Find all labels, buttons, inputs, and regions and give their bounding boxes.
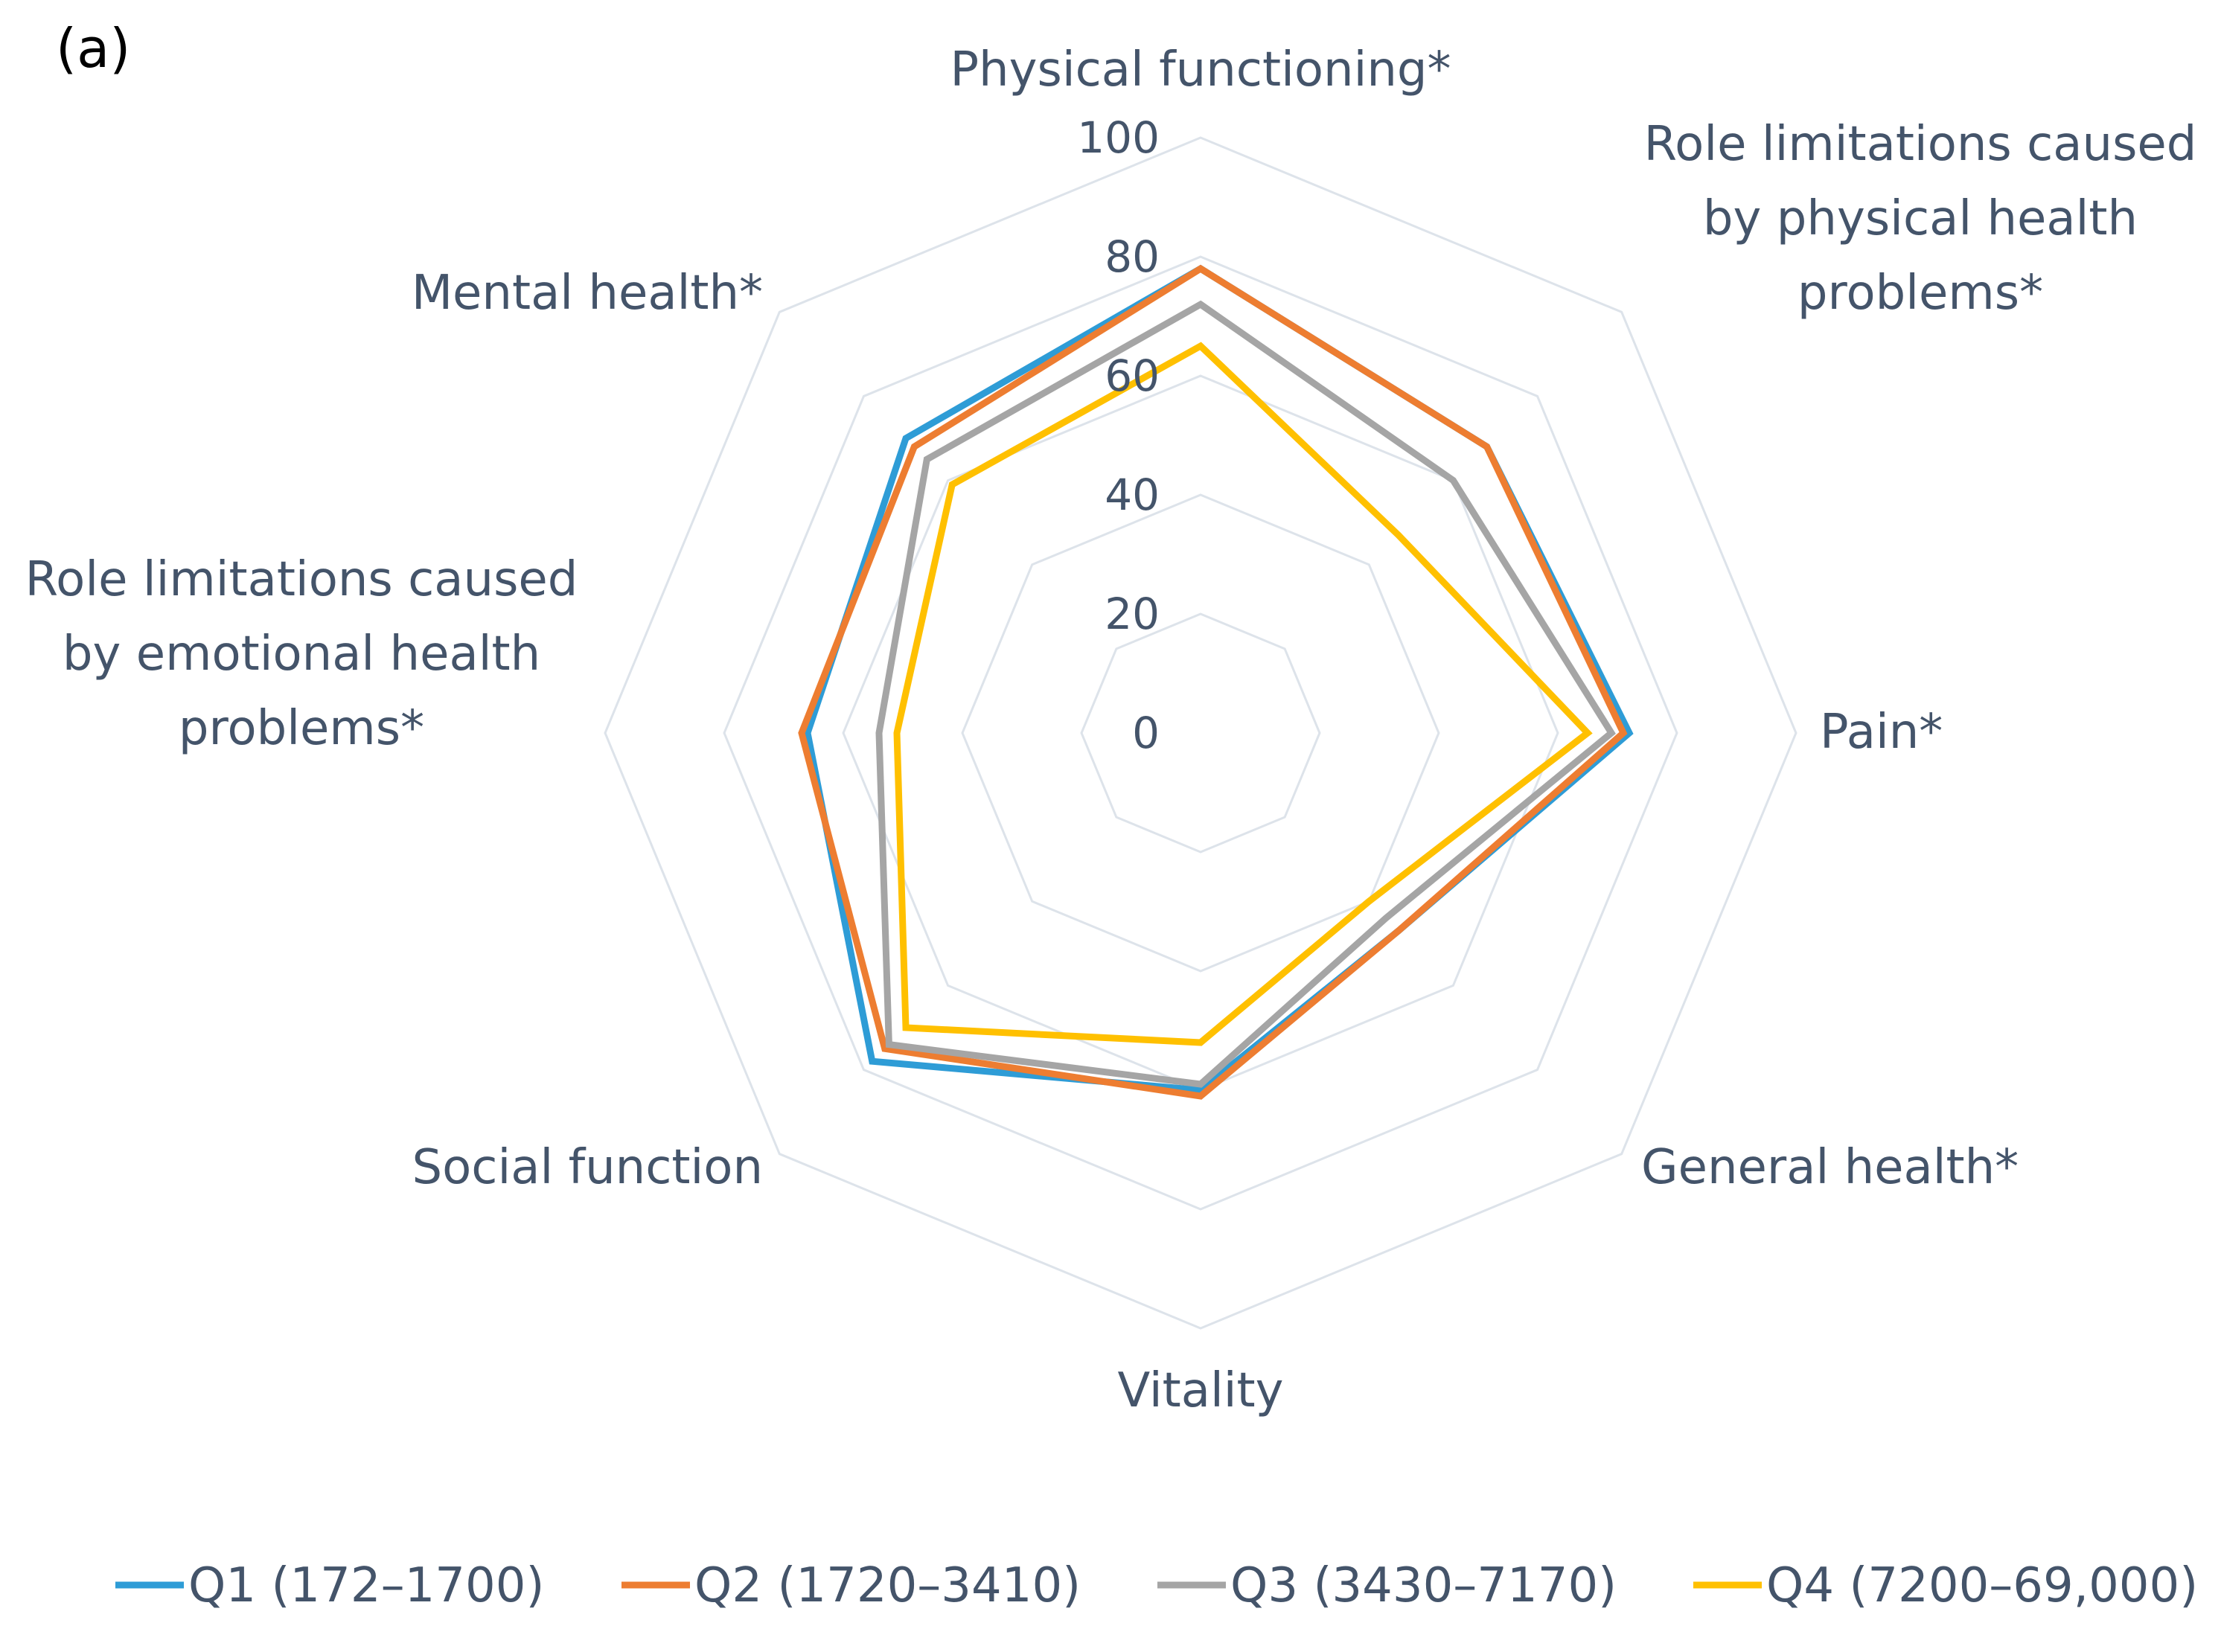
legend-label-q2: Q2 (1720–3410) — [694, 1558, 1081, 1613]
axis-label-7-line-2: by emotional health — [63, 627, 540, 682]
series-line-q3 — [875, 300, 1616, 1088]
axis-labels: Physical functioning* Role limitations ca… — [25, 42, 2197, 1418]
tick-label-100: 100 — [1077, 112, 1160, 163]
axis-label-2: Role limitations caused by physical healt… — [1644, 117, 2197, 321]
panel-label: (a) — [56, 17, 130, 80]
tick-label-80: 80 — [1105, 231, 1160, 282]
axis-label-6: Social function — [412, 1140, 763, 1195]
axis-label-1: Physical functioning* — [950, 42, 1451, 97]
axis-label-8: Mental health* — [412, 266, 763, 321]
axis-label-4-line-1: General health* — [1641, 1140, 2019, 1195]
axis-label-7: Role limitations caused by emotional heal… — [25, 552, 578, 756]
series-line-q4 — [893, 342, 1593, 1046]
grid-ring-40 — [961, 493, 1440, 973]
legend-label-q4: Q4 (7200–69,000) — [1766, 1558, 2198, 1613]
radar-series — [798, 264, 1634, 1100]
axis-label-5-line-1: Vitality — [1118, 1363, 1284, 1418]
tick-label-40: 40 — [1105, 470, 1160, 520]
axis-label-2-line-1: Role limitations caused — [1644, 117, 2197, 172]
axis-label-7-line-3: problems* — [179, 701, 424, 756]
axis-label-7-line-1: Role limitations caused — [25, 552, 578, 607]
radial-tick-labels: 0 20 40 60 80 100 — [1077, 112, 1160, 758]
axis-label-3: Pain* — [1820, 705, 1943, 760]
axis-label-2-line-3: problems* — [1797, 266, 2043, 321]
legend: Q1 (172–1700) Q2 (1720–3410) Q3 (3430–7170… — [115, 1558, 2198, 1613]
tick-label-60: 60 — [1105, 350, 1160, 401]
radar-grid — [604, 136, 1797, 1330]
legend-label-q1: Q1 (172–1700) — [188, 1558, 544, 1613]
axis-label-6-line-1: Social function — [412, 1140, 763, 1195]
grid-ring-100 — [604, 136, 1797, 1330]
axis-label-4: General health* — [1641, 1140, 2019, 1195]
series-line-q2 — [798, 264, 1628, 1100]
axis-label-3-line-1: Pain* — [1820, 705, 1943, 760]
grid-ring-20 — [1080, 612, 1321, 854]
series-line-q1 — [804, 264, 1634, 1094]
tick-label-20: 20 — [1105, 589, 1160, 639]
axis-label-2-line-2: by physical health — [1703, 191, 2138, 246]
legend-label-q3: Q3 (3430–7170) — [1230, 1558, 1617, 1613]
axis-label-8-line-1: Mental health* — [412, 266, 763, 321]
grid-ring-80 — [723, 255, 1678, 1211]
axis-label-5: Vitality — [1118, 1363, 1284, 1418]
tick-label-0: 0 — [1132, 708, 1160, 758]
axis-label-1-line-1: Physical functioning* — [950, 42, 1451, 97]
